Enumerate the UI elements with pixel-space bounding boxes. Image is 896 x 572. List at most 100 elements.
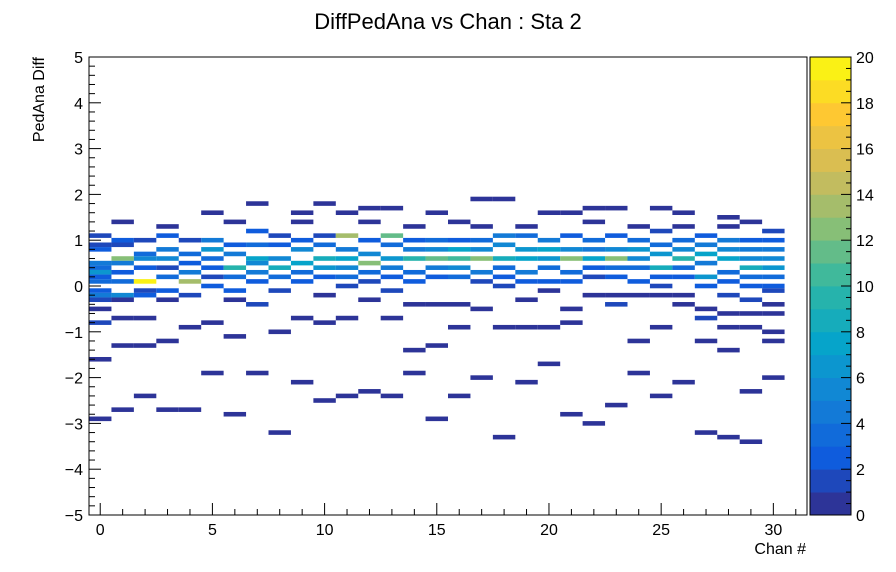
- color-scale-step: [810, 79, 851, 104]
- heatmap-cell: [627, 292, 650, 298]
- heatmap-cell: [739, 439, 763, 445]
- heatmap-cell: [605, 402, 628, 408]
- heatmap-cell: [762, 338, 785, 344]
- heatmap-cell: [313, 233, 336, 238]
- heatmap-cell: [537, 279, 561, 284]
- heatmap-cell: [425, 416, 448, 422]
- heatmap-cell: [537, 247, 561, 252]
- heatmap-cell: [627, 256, 650, 261]
- heatmap-cell: [560, 247, 583, 252]
- heatmap-cell: [717, 269, 740, 275]
- color-scale-step: [810, 286, 851, 310]
- heatmap-cell: [605, 247, 628, 252]
- heatmap-cell: [290, 247, 314, 252]
- x-tick-label: 10: [316, 522, 334, 539]
- heatmap-cell: [515, 279, 538, 284]
- heatmap-cell: [649, 393, 673, 399]
- heatmap-cell: [358, 297, 381, 303]
- heatmap-cell: [89, 269, 112, 275]
- heatmap-cell: [627, 370, 650, 376]
- heatmap-cell: [560, 269, 583, 275]
- heatmap-cell: [605, 205, 628, 211]
- heatmap-cell: [470, 375, 493, 380]
- heatmap-cell: [515, 379, 538, 385]
- heatmap-cell: [762, 329, 785, 335]
- color-scale-label: 12: [856, 233, 874, 250]
- heatmap-cell: [133, 265, 157, 270]
- x-tick-label: 0: [96, 522, 105, 539]
- heatmap-cell: [492, 324, 516, 330]
- color-scale-label: 6: [856, 371, 865, 388]
- heatmap-cell: [89, 356, 112, 362]
- heatmap-cell: [313, 265, 336, 270]
- heatmap-cell: [694, 315, 718, 321]
- heatmap-cell: [380, 315, 404, 321]
- heatmap-cell: [156, 247, 179, 252]
- color-scale-label: 16: [856, 142, 874, 159]
- heatmap-cell: [492, 233, 516, 238]
- heatmap-cell: [268, 256, 291, 261]
- heatmap-cell: [313, 320, 336, 325]
- heatmap-cell: [268, 430, 291, 435]
- color-scale-bar: 0 2 4 6 8 10 12 14 16 18 20: [809, 50, 874, 525]
- heatmap-cell: [694, 260, 718, 266]
- heatmap-cell: [425, 274, 448, 280]
- heatmap-cell: [739, 274, 763, 280]
- heatmap-cell: [560, 306, 583, 312]
- heatmap-cell: [223, 219, 247, 225]
- heatmap-cell: [649, 265, 673, 270]
- heatmap-cell: [717, 324, 740, 330]
- heatmap-cell: [470, 196, 493, 202]
- heatmap-cell: [694, 274, 718, 280]
- heatmap-cell: [694, 251, 718, 257]
- heatmap-cell: [492, 265, 516, 270]
- heatmap-cell: [358, 389, 381, 394]
- heatmap-cell: [672, 379, 695, 385]
- heatmap-cell: [111, 279, 134, 284]
- heatmap-cell: [515, 247, 538, 252]
- heatmap-cell: [537, 361, 561, 367]
- heatmap-cell: [717, 434, 740, 440]
- color-scale-step: [810, 171, 851, 195]
- heatmap-cell: [89, 274, 112, 280]
- heatmap-cell: [133, 279, 157, 284]
- heatmap-cell: [672, 256, 695, 261]
- y-tick-label: 5: [74, 50, 83, 67]
- color-scale-label: 0: [856, 508, 865, 525]
- color-scale-step: [810, 240, 851, 264]
- heatmap-cell: [201, 320, 224, 325]
- heatmap-cell: [156, 338, 179, 344]
- heatmap-cell: [335, 210, 359, 216]
- heatmap-cell: [582, 421, 606, 426]
- heatmap-cell: [672, 274, 695, 280]
- heatmap-cell: [672, 292, 695, 298]
- heatmap-cell: [223, 251, 247, 257]
- heatmap-cell: [313, 292, 336, 298]
- heatmap-cell: [111, 292, 134, 298]
- heatmap-cell: [492, 274, 516, 280]
- heatmap-cell: [290, 269, 314, 275]
- color-scale-step: [810, 263, 851, 287]
- heatmap-cell: [133, 237, 157, 243]
- heatmap-cell: [380, 393, 404, 399]
- heatmap-cell: [403, 279, 426, 284]
- heatmap-cell: [582, 274, 606, 280]
- heatmap-cell: [492, 283, 516, 289]
- heatmap-cell: [156, 256, 179, 261]
- heatmap-cell: [470, 306, 493, 312]
- heatmap-cell: [515, 297, 538, 303]
- heatmap-cell: [89, 320, 112, 325]
- heatmap-cell: [178, 260, 202, 266]
- heatmap-cell: [605, 256, 628, 261]
- heatmap-cell: [223, 334, 247, 339]
- heatmap-cell: [201, 247, 224, 252]
- heatmap-cell: [290, 315, 314, 321]
- color-scale-label: 10: [856, 279, 874, 296]
- heatmap-cell: [627, 338, 650, 344]
- heatmap-cell: [672, 224, 695, 229]
- heatmap-cell: [111, 256, 134, 261]
- heatmap-cell: [627, 279, 650, 284]
- axes: 0 5 10 15 20 25 30 −5 −4 −3 −2 −1 0 1 2 3 4 5: [65, 50, 797, 539]
- heatmap-cell: [246, 242, 269, 248]
